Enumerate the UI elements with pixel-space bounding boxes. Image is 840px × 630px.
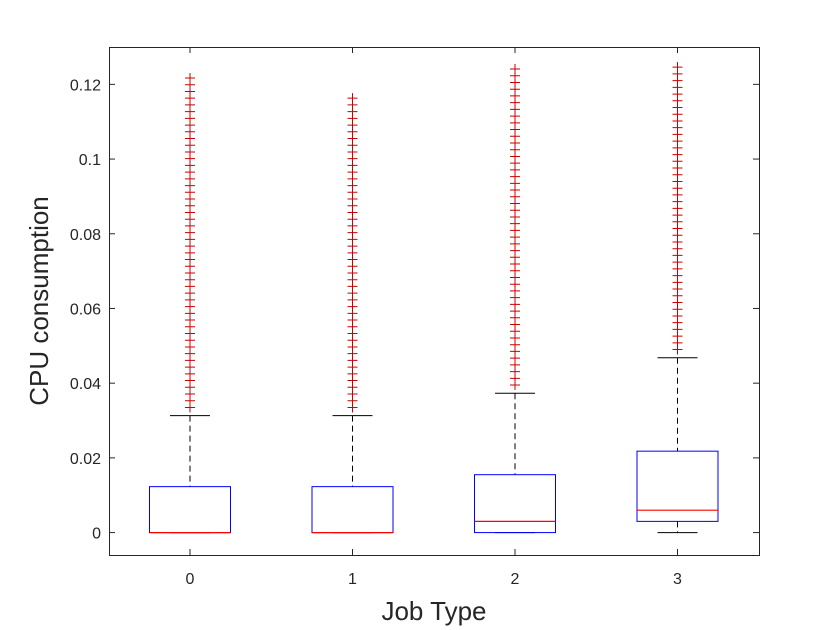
chart-marks — [149, 62, 719, 534]
y-tick-label: 0.02 — [70, 451, 101, 468]
box-group-1 — [311, 93, 394, 534]
y-tick-label: 0.04 — [70, 376, 101, 393]
outliers — [185, 73, 195, 413]
box-group-0 — [149, 73, 231, 534]
y-axis: 0 0.02 0.04 0.06 0.08 0.1 0.12 — [70, 77, 759, 543]
y-axis-label: CPU consumption — [24, 196, 54, 406]
y-tick-label: 0 — [92, 526, 101, 543]
outlier-marker — [185, 73, 195, 84]
y-tick-label: 0.1 — [79, 152, 101, 169]
x-axis: 0 1 2 3 — [186, 47, 682, 588]
box — [636, 450, 719, 522]
plot-frame — [109, 47, 760, 556]
x-tick-label: 2 — [511, 571, 520, 588]
outliers — [347, 93, 358, 413]
outliers — [672, 62, 683, 355]
y-tick-label: 0.06 — [70, 301, 101, 318]
y-tick-label: 0.08 — [70, 227, 101, 244]
x-axis-label: Job Type — [381, 596, 486, 626]
plot-area — [109, 47, 759, 555]
outlier-marker — [510, 64, 520, 75]
x-tick-label: 3 — [673, 571, 682, 588]
outlier-marker — [347, 93, 358, 104]
outlier-marker — [672, 62, 683, 73]
x-tick-label: 1 — [348, 571, 357, 588]
outliers — [510, 64, 520, 391]
box-group-2 — [474, 64, 556, 534]
box — [474, 474, 556, 534]
x-tick-label: 0 — [186, 571, 195, 588]
box-group-3 — [636, 62, 719, 534]
y-tick-label: 0.12 — [70, 77, 101, 94]
